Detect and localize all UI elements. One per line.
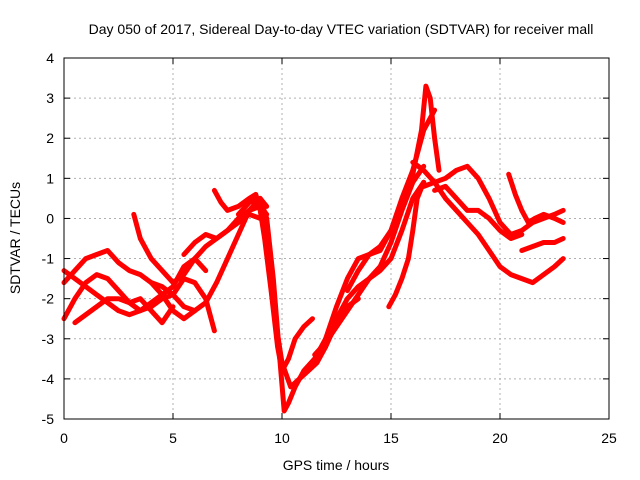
- series-track-5: [131, 211, 263, 286]
- y-tick-label: -4: [42, 371, 55, 387]
- series-track-19: [506, 171, 566, 225]
- series-track-12: [312, 163, 427, 358]
- x-tick-label: 15: [383, 430, 399, 446]
- y-tick-label: 0: [46, 210, 54, 226]
- y-axis-title: SDTVAR / TECUs: [7, 182, 23, 294]
- x-tick-label: 5: [169, 430, 177, 446]
- y-tick-label: -1: [42, 251, 55, 267]
- series-track-4: [72, 296, 176, 326]
- series-track-15: [386, 179, 427, 310]
- x-tick-label: 0: [60, 430, 68, 446]
- x-tick-label: 20: [492, 430, 508, 446]
- y-tick-label: 1: [46, 170, 54, 186]
- series-track-20: [519, 236, 566, 253]
- y-tick-label: 2: [46, 130, 54, 146]
- series-track-18: [432, 183, 525, 241]
- series-track-7: [181, 203, 270, 257]
- y-tick-label: -5: [42, 411, 55, 427]
- plot-frame: [63, 57, 610, 420]
- axis-ticks: 0 5 10 15 20 25 -5 -4 -3 -2 -1 0 1 2 3 4: [42, 50, 617, 446]
- series-track-17: [421, 163, 566, 237]
- y-tick-label: 3: [46, 90, 54, 106]
- series-track-2: [61, 256, 209, 318]
- x-tick-label: 10: [274, 430, 290, 446]
- y-tick-label: 4: [46, 50, 54, 66]
- series-track-14: [344, 83, 442, 294]
- data-series: [61, 83, 566, 414]
- chart-title: Day 050 of 2017, Sidereal Day-to-day VTE…: [89, 21, 594, 37]
- x-axis-title: GPS time / hours: [283, 457, 390, 473]
- y-tick-label: -3: [42, 331, 55, 347]
- y-tick-label: -2: [42, 291, 55, 307]
- x-tick-label: 25: [601, 430, 617, 446]
